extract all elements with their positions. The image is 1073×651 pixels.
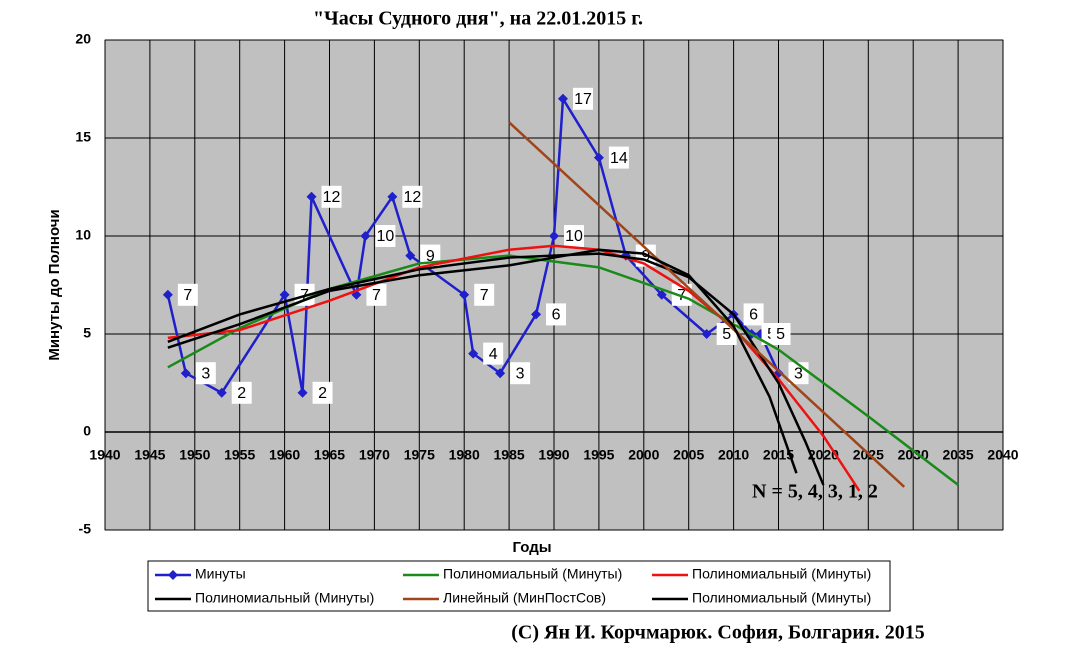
data-point <box>297 387 308 398</box>
x-tick-label: 1970 <box>359 447 390 463</box>
y-tick-label: -5 <box>79 521 92 537</box>
data-point <box>495 368 506 379</box>
legend-label: Полиномиальный (Минуты) <box>195 590 374 606</box>
data-label: 2 <box>318 385 327 402</box>
data-label-box <box>366 283 387 306</box>
x-tick-label: 1960 <box>269 447 300 463</box>
data-point <box>180 368 191 379</box>
data-label-box <box>474 283 495 306</box>
x-tick-label: 1995 <box>583 447 614 463</box>
x-tick-label: 2005 <box>673 447 704 463</box>
data-label-box <box>375 225 396 247</box>
x-tick-label: 1985 <box>494 447 525 463</box>
data-label: 17 <box>574 91 592 108</box>
data-point <box>557 93 568 104</box>
data-label: 7 <box>480 287 489 304</box>
data-label-box <box>177 283 198 306</box>
legend-label: Полиномиальный (Минуты) <box>692 566 871 582</box>
data-point <box>468 348 479 359</box>
data-point <box>656 289 667 300</box>
data-label: 3 <box>516 365 525 382</box>
data-label: 7 <box>183 287 192 304</box>
series-line <box>167 252 825 486</box>
data-label: 4 <box>489 346 498 363</box>
chart-title: "Часы Судного дня", на 22.01.2015 г. <box>313 8 643 30</box>
data-label: 6 <box>552 307 561 324</box>
data-point <box>306 191 317 202</box>
legend-label: Полиномиальный (Минуты) <box>692 590 871 606</box>
data-label: 3 <box>201 365 210 382</box>
legend-label: Линейный (МинПостСов) <box>443 590 606 606</box>
data-label: 10 <box>377 228 395 245</box>
x-tick-label: 2010 <box>718 447 749 463</box>
x-tick-label: 1980 <box>449 447 480 463</box>
data-point <box>459 289 470 300</box>
data-label-box <box>743 303 764 326</box>
data-label: 5 <box>776 326 785 343</box>
data-label: 3 <box>794 365 803 382</box>
x-axis-label: Годы <box>512 539 551 556</box>
data-label: 12 <box>403 189 421 206</box>
data-point <box>387 191 398 202</box>
data-label-box <box>195 362 216 385</box>
annotation: N = 5, 4, 3, 1, 2 <box>752 481 878 503</box>
data-label: 2 <box>237 385 246 402</box>
y-tick-label: 15 <box>75 129 91 145</box>
data-label-box <box>402 185 423 208</box>
data-point <box>531 309 542 320</box>
series-line <box>167 248 798 474</box>
y-tick-label: 0 <box>83 423 91 439</box>
x-tick-label: 2000 <box>628 447 659 463</box>
legend-label: Минуты <box>195 566 246 582</box>
x-tick-label: 2020 <box>808 447 839 463</box>
x-tick-label: 1965 <box>314 447 345 463</box>
data-label-box <box>546 303 567 326</box>
data-label-box <box>312 381 333 404</box>
x-tick-label: 2030 <box>898 447 929 463</box>
data-label: 9 <box>641 248 650 265</box>
series-line <box>508 121 906 488</box>
data-point <box>405 250 416 261</box>
data-label: 12 <box>323 189 341 206</box>
data-point <box>279 289 290 300</box>
legend-marker <box>168 570 178 580</box>
data-label: 6 <box>749 307 758 324</box>
x-tick-label: 1945 <box>134 447 165 463</box>
data-label-box <box>770 323 791 345</box>
x-tick-label: 1955 <box>224 447 255 463</box>
y-tick-label: 20 <box>75 31 91 47</box>
x-tick-label: 2040 <box>987 447 1018 463</box>
data-point <box>549 231 559 241</box>
data-label-box <box>321 185 342 208</box>
data-point <box>360 231 371 241</box>
legend <box>147 560 891 612</box>
data-label: 5 <box>722 326 731 343</box>
data-point <box>593 152 604 163</box>
data-point <box>701 329 712 339</box>
data-label-box <box>608 146 629 169</box>
x-tick-label: 1940 <box>89 447 120 463</box>
data-point <box>162 289 173 300</box>
y-tick-label: 10 <box>75 227 91 243</box>
data-label: 14 <box>610 150 628 167</box>
x-tick-label: 1975 <box>404 447 435 463</box>
data-label-box <box>564 225 584 247</box>
data-label: 7 <box>372 287 381 304</box>
data-label-box <box>572 87 593 110</box>
legend-label: Полиномиальный (Минуты) <box>443 566 622 582</box>
y-axis-label: Минуты до Полночи <box>46 209 63 360</box>
x-tick-label: 1990 <box>538 447 569 463</box>
data-label-box <box>231 381 252 404</box>
y-tick-label: 5 <box>83 325 91 341</box>
data-label-box <box>510 362 531 385</box>
data-label: 9 <box>426 248 435 265</box>
x-tick-label: 1950 <box>179 447 210 463</box>
data-point <box>216 387 227 398</box>
x-tick-label: 2015 <box>763 447 794 463</box>
footer: (C) Ян И. Корчмарюк. София, Болгария. 20… <box>511 622 924 644</box>
data-label: 10 <box>565 228 583 245</box>
data-label-box <box>483 342 504 365</box>
x-tick-label: 2035 <box>943 447 974 463</box>
